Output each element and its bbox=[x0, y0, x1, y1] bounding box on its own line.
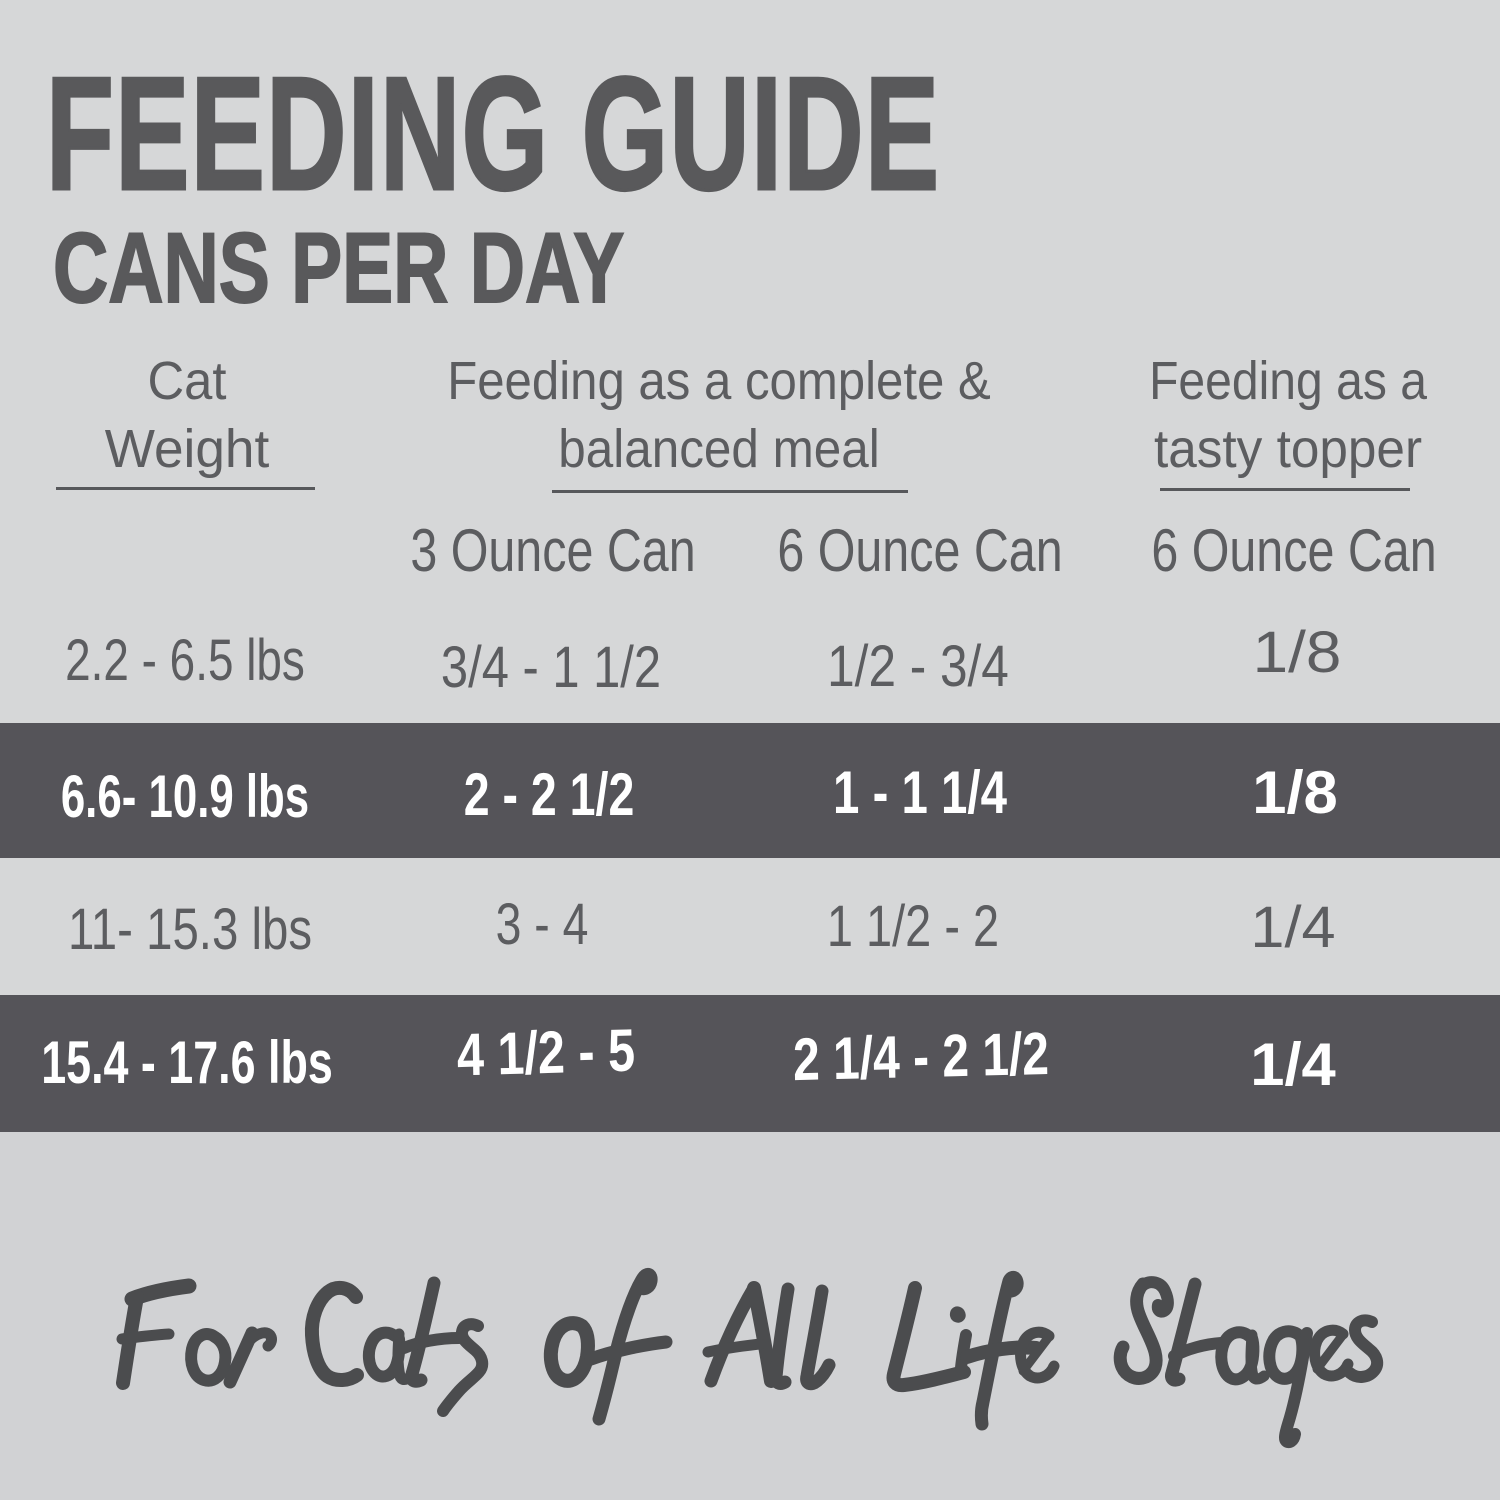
column-header-line: tasty topper bbox=[1153, 419, 1423, 479]
cell-row4-meal-6oz: 2 1/4 - 2 1/2 bbox=[792, 1019, 1050, 1094]
header-underline-complete-meal bbox=[552, 490, 908, 493]
cell-row2-meal-6oz: 1 - 1 1/4 bbox=[833, 759, 1007, 826]
column-header-tasty-topper: Feeding as a tasty topper bbox=[1038, 347, 1500, 483]
highlight-band-row4 bbox=[0, 995, 1500, 1132]
column-header-line: balanced meal bbox=[558, 419, 880, 479]
page-subtitle: CANS PER DAY bbox=[52, 212, 625, 323]
highlight-band-row2 bbox=[0, 723, 1500, 858]
footer-band bbox=[0, 1132, 1500, 1500]
header-underline-cat-weight bbox=[56, 487, 315, 490]
cell-row4-meal-3oz: 4 1/2 - 5 bbox=[456, 1016, 636, 1089]
column-header-line: Feeding as a bbox=[1149, 351, 1427, 411]
column-header-complete-meal: Feeding as a complete & balanced meal bbox=[369, 347, 1069, 483]
cell-row4-weight: 15.4 - 17.6 lbs bbox=[41, 1029, 333, 1096]
can-size-header-6oz-topper: 6 Ounce Can bbox=[1151, 517, 1437, 584]
cell-row1-weight: 2.2 - 6.5 lbs bbox=[65, 628, 305, 693]
cell-row3-weight: 11- 15.3 lbs bbox=[67, 897, 313, 962]
cell-row3-meal-3oz: 3 - 4 bbox=[495, 892, 589, 957]
cell-row3-meal-6oz: 1 1/2 - 2 bbox=[826, 894, 1000, 959]
cell-row1-topper-6oz: 1/8 bbox=[1252, 620, 1342, 685]
tagline-script-art bbox=[116, 1268, 1384, 1449]
column-header-line: Feeding as a complete & bbox=[447, 351, 991, 411]
cell-row2-meal-3oz: 2 - 2 1/2 bbox=[463, 761, 635, 828]
column-header-line: Cat bbox=[147, 351, 227, 411]
can-size-header-6oz-meal: 6 Ounce Can bbox=[777, 517, 1063, 584]
cell-row4-topper-6oz: 1/4 bbox=[1250, 1031, 1336, 1098]
column-header-line: Weight bbox=[104, 419, 270, 479]
cell-row2-topper-6oz: 1/8 bbox=[1252, 759, 1338, 826]
cell-row3-topper-6oz: 1/4 bbox=[1250, 895, 1336, 960]
column-header-cat-weight: Cat Weight bbox=[0, 347, 387, 483]
header-underline-tasty-topper bbox=[1160, 488, 1410, 491]
cell-row1-meal-3oz: 3/4 - 1 1/2 bbox=[440, 635, 662, 700]
page-title: FEEDING GUIDE bbox=[45, 44, 941, 224]
cell-row1-meal-6oz: 1/2 - 3/4 bbox=[827, 634, 1009, 699]
cell-row2-weight: 6.6- 10.9 lbs bbox=[60, 763, 310, 830]
can-size-header-3oz: 3 Ounce Can bbox=[410, 517, 696, 584]
